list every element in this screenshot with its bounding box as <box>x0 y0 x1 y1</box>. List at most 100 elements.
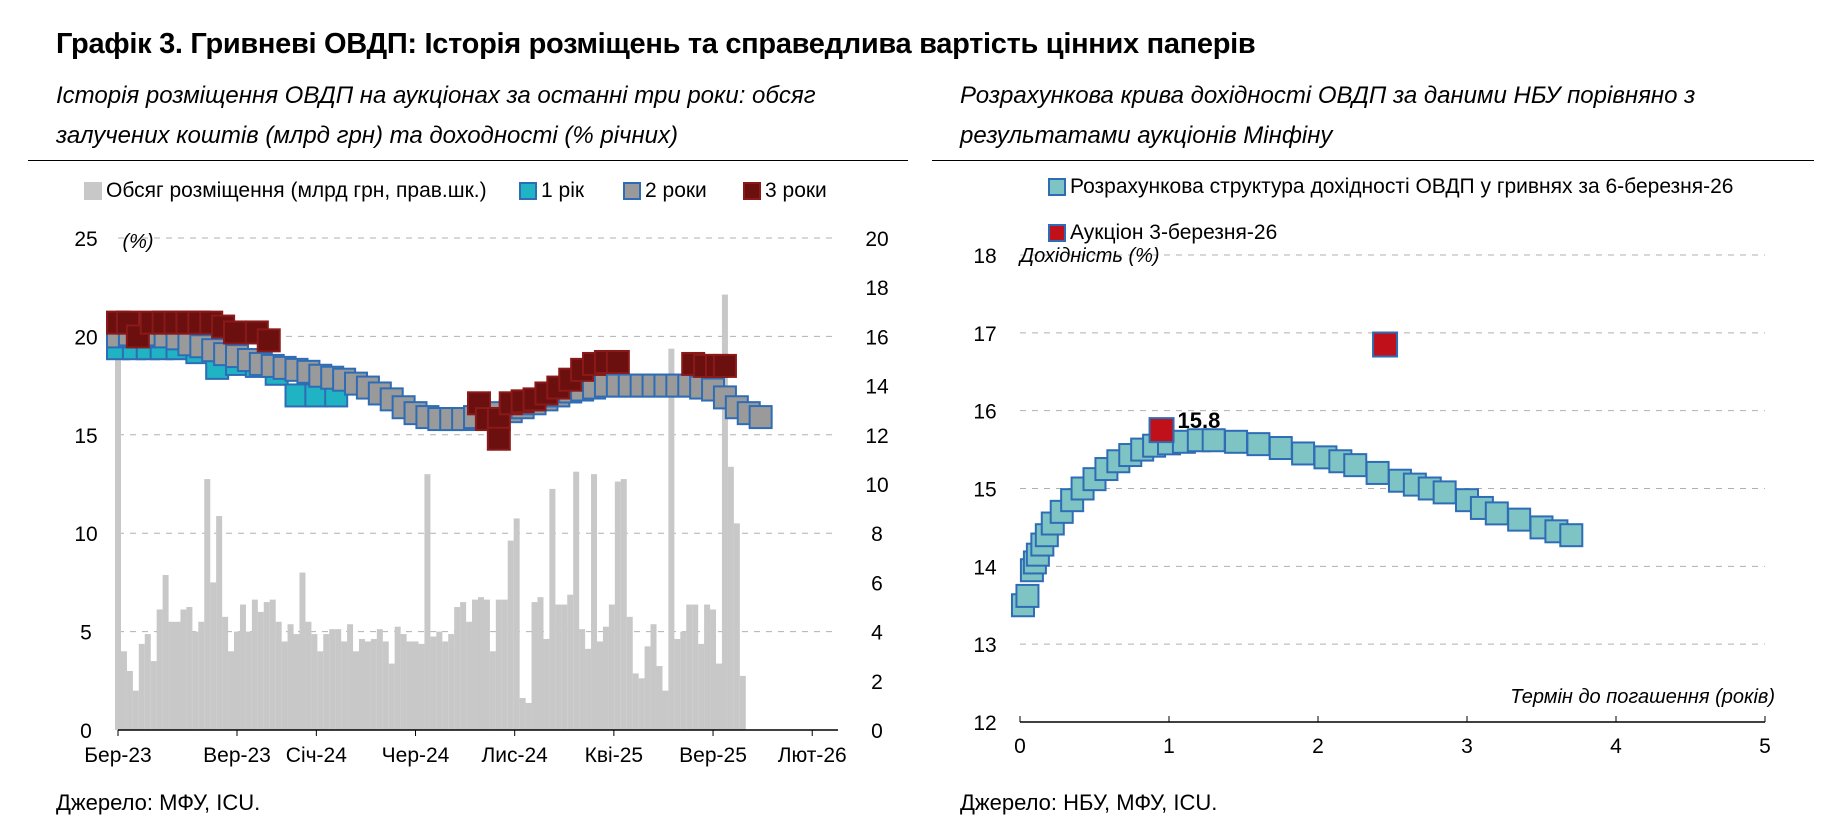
right-x-tick-label: 4 <box>1610 735 1622 758</box>
left-x-tick-label: Вер-25 <box>679 744 747 767</box>
volume-bar <box>174 621 181 730</box>
right-x-axis-label: Термін до погашення (років) <box>1510 686 1775 708</box>
curve-point <box>1343 453 1368 478</box>
curve-point <box>1432 480 1457 505</box>
legend-auction-swatch <box>1048 224 1066 242</box>
volume-bar <box>418 643 425 730</box>
right-y-tick-label: 0 <box>871 720 883 743</box>
volume-bar <box>168 621 175 730</box>
volume-bar <box>698 643 705 730</box>
volume-bar <box>388 663 395 730</box>
right-chart-y-tick-label: 18 <box>973 245 996 268</box>
legend-1y: 1 рік <box>519 179 584 203</box>
volume-bar <box>210 582 217 730</box>
left-x-tick-label: Лис-24 <box>482 744 549 767</box>
volume-bar <box>222 616 229 730</box>
curve-point <box>1246 432 1271 457</box>
volume-bar <box>721 294 728 730</box>
left-x-tick-label: Чер-24 <box>382 744 450 767</box>
left-y-tick-label: 0 <box>80 720 92 743</box>
volume-bar <box>370 638 377 730</box>
right-x-tick-label: 0 <box>1014 735 1026 758</box>
volume-bar <box>489 651 496 730</box>
auction-point <box>1372 331 1399 358</box>
volume-bar <box>543 638 550 730</box>
curve-point <box>1365 460 1390 485</box>
volume-bar <box>507 540 514 730</box>
legend-3y-swatch <box>743 182 761 200</box>
volume-bar <box>120 651 127 730</box>
volume-bar <box>228 651 235 730</box>
volume-bar <box>567 594 574 730</box>
volume-bar <box>317 651 324 730</box>
volume-bar <box>579 629 586 730</box>
volume-bar <box>305 621 312 730</box>
volume-bar <box>239 604 246 730</box>
volume-bar <box>245 631 252 730</box>
legend-auction: Аукціон 3-березня-26 <box>1048 221 1277 245</box>
volume-bar <box>448 634 455 730</box>
volume-bar <box>686 604 693 730</box>
volume-bar <box>632 673 639 730</box>
right-y-tick-label: 6 <box>871 572 883 595</box>
volume-bar <box>501 599 508 730</box>
right-y-axis-label: Дохідність (%) <box>1018 245 1160 267</box>
volume-bar <box>376 629 383 730</box>
series-3y-marker <box>223 320 248 345</box>
right-divider <box>932 160 1814 161</box>
volume-bar <box>186 607 193 730</box>
right-y-tick-label: 20 <box>865 228 888 251</box>
volume-bar <box>269 599 276 730</box>
right-y-tick-label: 10 <box>865 474 888 497</box>
right-y-tick-label: 14 <box>865 376 889 399</box>
series-2y-marker <box>748 405 773 430</box>
volume-bar <box>531 602 538 730</box>
right-y-tick-label: 12 <box>865 425 888 448</box>
volume-bar <box>144 634 151 730</box>
legend-auction-label: Аукціон 3-березня-26 <box>1070 221 1278 244</box>
volume-bar <box>287 624 294 730</box>
left-y-tick-label: 10 <box>74 523 97 546</box>
volume-bar <box>739 675 746 730</box>
curve-point <box>1268 436 1293 461</box>
left-x-tick-label: Лют-26 <box>778 744 847 767</box>
series-3y-marker <box>712 353 737 378</box>
volume-bar <box>115 329 121 730</box>
right-chart-y-tick-label: 12 <box>973 712 996 735</box>
right-x-tick-label: 5 <box>1759 735 1771 758</box>
legend-2y-label: 2 роки <box>645 179 707 202</box>
legend-curve-swatch <box>1048 178 1066 196</box>
legend-1y-label: 1 рік <box>541 179 585 202</box>
volume-bar <box>608 604 615 730</box>
volume-bar <box>727 466 734 730</box>
volume-bar <box>477 597 484 730</box>
volume-bar <box>162 575 169 730</box>
left-chart: 0 5 10 15 20 25 0 2 4 6 8 10 12 14 16 18 20 (%) Бер-23 Вер-… <box>74 228 889 767</box>
volume-bar <box>281 641 288 730</box>
volume-bar <box>132 690 139 730</box>
right-x-tick-label: 3 <box>1461 735 1473 758</box>
right-x-tick-label: 1 <box>1163 735 1175 758</box>
left-source: Джерело: МФУ, ICU. <box>56 790 261 815</box>
volume-bar <box>710 609 717 730</box>
figure-title: Графік 3. Гривневі ОВДП: Історія розміще… <box>56 28 1256 60</box>
volume-bar <box>198 621 205 730</box>
left-divider <box>28 160 908 161</box>
left-y-tick-label: 5 <box>80 622 92 645</box>
volume-bar <box>656 666 663 730</box>
volume-bar <box>668 348 675 730</box>
left-y-tick-label: 15 <box>74 425 97 448</box>
volume-bar <box>234 631 241 730</box>
volume-bar <box>466 621 473 730</box>
volume-bar <box>251 599 258 730</box>
right-chart-y-tick-label: 14 <box>973 556 997 579</box>
curve-point <box>1224 429 1249 454</box>
volume-bar <box>353 651 360 730</box>
volume-bar <box>138 643 145 730</box>
right-chart-y-tick-label: 17 <box>973 323 996 346</box>
volume-bar <box>573 471 580 730</box>
right-y-tick-label: 2 <box>871 671 883 694</box>
volume-bar <box>692 604 699 730</box>
volume-bar <box>733 523 740 730</box>
